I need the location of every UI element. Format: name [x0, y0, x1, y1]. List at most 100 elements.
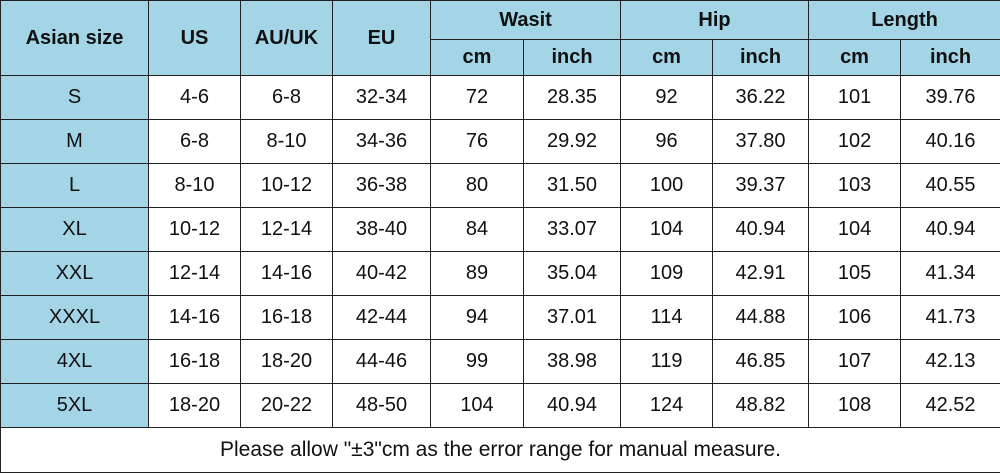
header-group: Wasit: [429, 0, 622, 40]
data-cell: 119: [620, 339, 714, 384]
data-cell: 89: [430, 251, 524, 296]
data-cell: 101: [808, 75, 902, 120]
data-cell: 39.76: [900, 75, 1000, 120]
size-cell: XXL: [0, 251, 149, 296]
size-cell: S: [0, 75, 149, 120]
header-row: Asian size US AU/UK EU Wasit Hip Length: [0, 0, 1000, 76]
data-cell: 10-12: [240, 163, 333, 208]
data-cell: 14-16: [240, 251, 333, 296]
data-cell: 40.16: [900, 119, 1000, 164]
size-cell: 5XL: [0, 383, 149, 428]
header-group: Length: [808, 0, 1000, 40]
data-cell: 72: [430, 75, 524, 120]
data-cell: 40.94: [712, 207, 810, 252]
data-cell: 12-14: [148, 251, 241, 296]
data-cell: 40.55: [900, 163, 1000, 208]
size-cell: XL: [0, 207, 149, 252]
header-group: Hip: [620, 0, 810, 40]
data-cell: 31.50: [522, 163, 622, 208]
data-cell: 104: [430, 383, 524, 428]
footer-note: Please allow "±3"cm as the error range f…: [0, 427, 1000, 473]
data-cell: 104: [808, 207, 902, 252]
data-cell: 80: [430, 163, 524, 208]
footer-row: Please allow "±3"cm as the error range f…: [0, 427, 1000, 473]
data-cell: 42.13: [900, 339, 1000, 384]
data-cell: 29.92: [522, 119, 622, 164]
data-cell: 104: [620, 207, 714, 252]
data-cell: 94: [430, 295, 524, 340]
data-row: 5XL 18-20 20-22 48-50 104 40.94 124 48.82 108 42.…: [0, 383, 1000, 428]
size-cell: XXXL: [0, 295, 149, 340]
data-cell: 4-6: [148, 75, 241, 120]
data-row: XL 10-12 12-14 38-40 84 33.07 104 40.94 104 40.94: [0, 207, 1000, 252]
data-cell: 28.35: [522, 75, 622, 120]
data-cell: 14-16: [148, 295, 241, 340]
header-cell: US: [148, 0, 241, 76]
data-cell: 37.80: [712, 119, 810, 164]
size-cell: 4XL: [0, 339, 149, 384]
data-cell: 16-18: [148, 339, 241, 384]
data-cell: 42.91: [712, 251, 810, 296]
size-cell: L: [0, 163, 149, 208]
data-cell: 84: [430, 207, 524, 252]
data-cell: 42.52: [900, 383, 1000, 428]
data-cell: 36-38: [332, 163, 431, 208]
data-cell: 41.34: [900, 251, 1000, 296]
data-cell: 12-14: [240, 207, 333, 252]
data-cell: 114: [620, 295, 714, 340]
data-cell: 6-8: [240, 75, 333, 120]
data-cell: 106: [808, 295, 902, 340]
header-subcell: cm: [430, 39, 524, 76]
data-cell: 20-22: [240, 383, 333, 428]
data-cell: 124: [620, 383, 714, 428]
data-cell: 40.94: [522, 383, 622, 428]
data-cell: 37.01: [522, 295, 622, 340]
data-row: M 6-8 8-10 34-36 76 29.92 96 37.80 102 40.16: [0, 119, 1000, 164]
data-cell: 18-20: [148, 383, 241, 428]
data-cell: 6-8: [148, 119, 241, 164]
data-cell: 92: [620, 75, 714, 120]
data-row: XXL 12-14 14-16 40-42 89 35.04 109 42.91 105 41.3…: [0, 251, 1000, 296]
data-row: L 8-10 10-12 36-38 80 31.50 100 39.37 103 40.55: [0, 163, 1000, 208]
data-cell: 107: [808, 339, 902, 384]
header-cell: EU: [332, 0, 431, 76]
header-subcell: inch: [712, 39, 810, 76]
data-cell: 105: [808, 251, 902, 296]
data-cell: 39.37: [712, 163, 810, 208]
data-cell: 36.22: [712, 75, 810, 120]
data-cell: 108: [808, 383, 902, 428]
data-row: XXXL 14-16 16-18 42-44 94 37.01 114 44.88 106 41.…: [0, 295, 1000, 340]
data-cell: 40-42: [332, 251, 431, 296]
data-cell: 44-46: [332, 339, 431, 384]
data-cell: 96: [620, 119, 714, 164]
header-cell: Asian size: [0, 0, 149, 76]
data-cell: 109: [620, 251, 714, 296]
data-cell: 38-40: [332, 207, 431, 252]
data-cell: 41.73: [900, 295, 1000, 340]
data-cell: 42-44: [332, 295, 431, 340]
header-subcell: cm: [620, 39, 714, 76]
data-cell: 44.88: [712, 295, 810, 340]
data-cell: 34-36: [332, 119, 431, 164]
data-cell: 8-10: [240, 119, 333, 164]
data-row: S 4-6 6-8 32-34 72 28.35 92 36.22 101 39.76: [0, 75, 1000, 120]
data-cell: 10-12: [148, 207, 241, 252]
data-cell: 16-18: [240, 295, 333, 340]
data-cell: 100: [620, 163, 714, 208]
data-cell: 99: [430, 339, 524, 384]
header-subcell: cm: [808, 39, 902, 76]
data-cell: 32-34: [332, 75, 431, 120]
data-cell: 76: [430, 119, 524, 164]
data-cell: 102: [808, 119, 902, 164]
header-subcell: inch: [900, 39, 1000, 76]
data-cell: 103: [808, 163, 902, 208]
data-cell: 38.98: [522, 339, 622, 384]
header-cell: AU/UK: [240, 0, 333, 76]
data-cell: 46.85: [712, 339, 810, 384]
data-cell: 35.04: [522, 251, 622, 296]
size-cell: M: [0, 119, 149, 164]
data-row: 4XL 16-18 18-20 44-46 99 38.98 119 46.85 107 42.1…: [0, 339, 1000, 384]
header-subcell: inch: [522, 39, 622, 76]
